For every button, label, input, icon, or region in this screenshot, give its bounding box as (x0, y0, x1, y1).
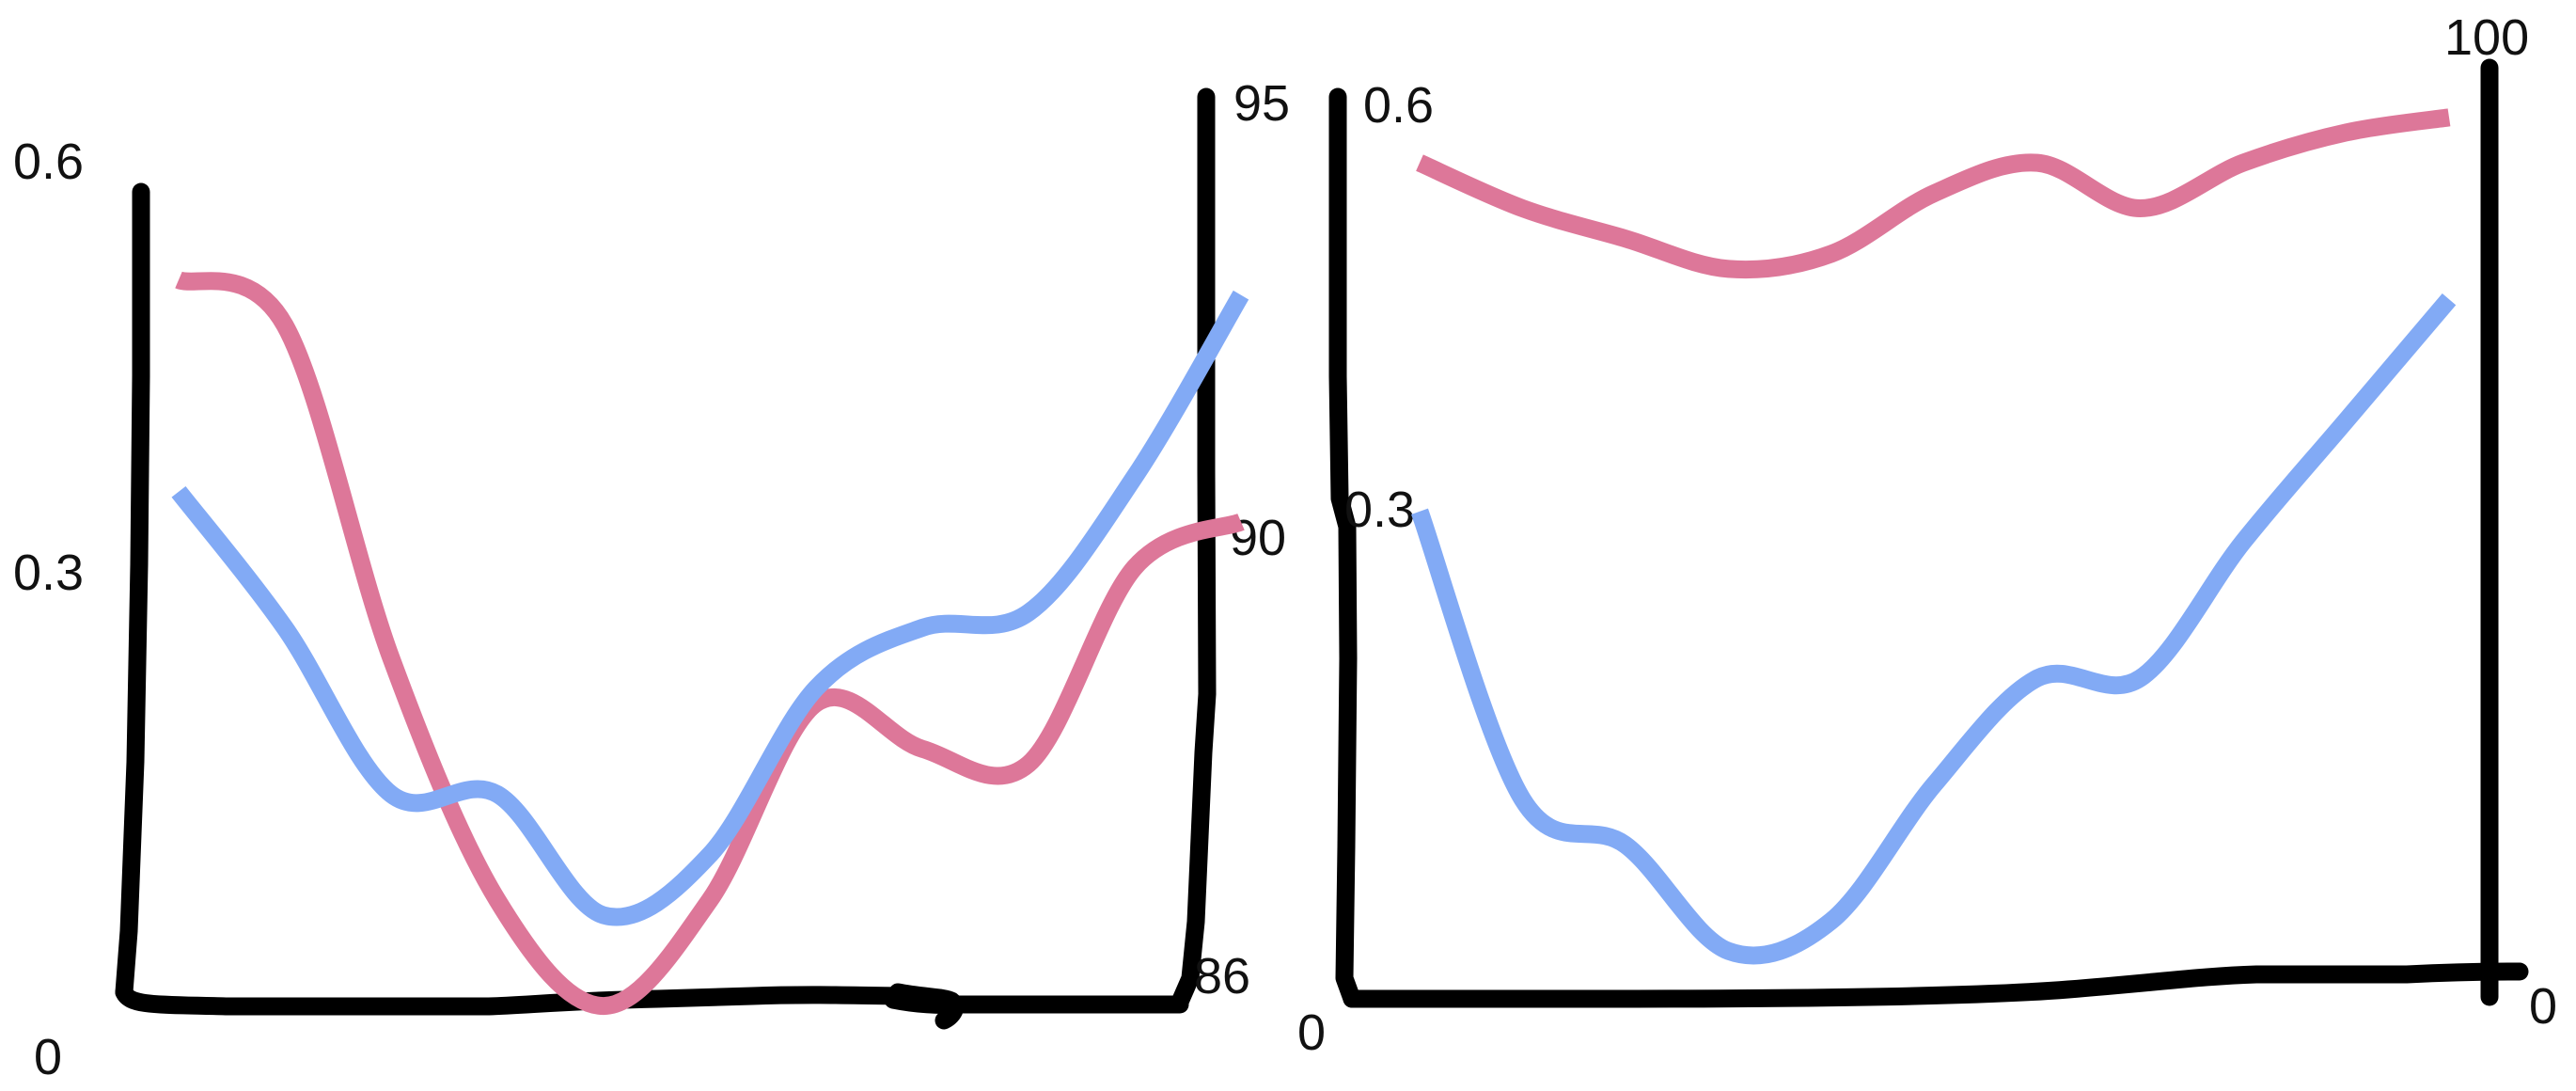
left-chart-bottom-axis-hook (884, 983, 1189, 1030)
right-chart-right-tick: 100 (2444, 9, 2529, 66)
left-chart-left-axis (115, 182, 150, 1002)
left-chart-series-line-1 (175, 271, 1245, 1016)
right-chart-right-tick: 0 (2529, 978, 2557, 1035)
right-chart-left-tick: 0 (1297, 1004, 1326, 1061)
left-chart-right-tick: 86 (1194, 948, 1250, 1004)
right-chart-series-line-2 (1411, 293, 2457, 965)
left-chart-left-tick: 0.3 (13, 545, 84, 601)
left-chart-bottom-axis (115, 983, 912, 1016)
left-chart-left-tick: 0 (34, 1029, 62, 1085)
right-chart-series-line-1 (1416, 108, 2451, 279)
left-chart-right-tick: 95 (1233, 75, 1290, 132)
right-chart: 0.6 0.3 0 100 0 (1297, 9, 2557, 1061)
left-chart-plot-area (171, 271, 1249, 1016)
right-chart-left-axis (1328, 87, 1361, 1008)
right-chart-bottom-axis (1343, 962, 2529, 1008)
left-chart-right-axis (1171, 87, 1217, 1009)
right-chart-left-tick: 0.6 (1363, 77, 1434, 134)
right-chart-plot-area (1411, 108, 2457, 965)
left-chart: 0.6 0.3 0 95 90 86 (13, 75, 1290, 1085)
left-chart-series-line-2 (171, 290, 1249, 926)
left-chart-left-tick: 0.6 (13, 134, 84, 190)
right-chart-left-tick: 0.3 (1344, 482, 1415, 538)
